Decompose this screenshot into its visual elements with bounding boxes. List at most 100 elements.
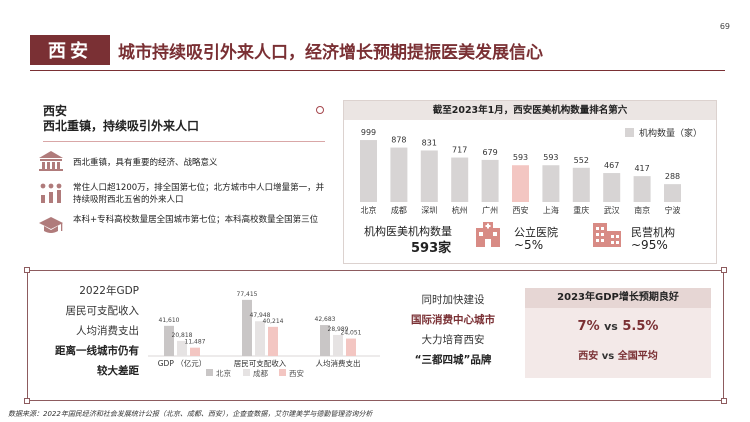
bar bbox=[420, 150, 438, 202]
rank-chart-panel bbox=[343, 100, 717, 264]
bar bbox=[633, 176, 651, 202]
category-label: 杭州 bbox=[452, 205, 468, 215]
bar bbox=[512, 165, 529, 202]
section-title-line2: 西北重镇，持续吸引外来人口 bbox=[43, 119, 200, 133]
data-label: 28,989 bbox=[328, 326, 349, 333]
data-label: 679 bbox=[482, 148, 497, 157]
bar bbox=[451, 157, 469, 202]
data-label: 288 bbox=[665, 172, 680, 181]
page-number: 69 bbox=[719, 22, 730, 31]
legend-label: 成都 bbox=[253, 368, 268, 378]
total-value: 593家 bbox=[411, 241, 452, 256]
building-icon bbox=[39, 151, 63, 171]
bullet-item: 西北重镇，具有重要的经济、战略意义 bbox=[38, 150, 331, 172]
income-label: 居民可支配收入 bbox=[65, 305, 140, 317]
bar bbox=[190, 347, 200, 356]
legend-label: 机构数量（家） bbox=[639, 127, 702, 139]
consumption-label: 人均消费支出 bbox=[76, 325, 139, 337]
gap-label-line1: 距离一线城市仍有 bbox=[55, 345, 139, 357]
bullet-item: 本科+专科高校数量居全国城市第七位；本科高校数量全国第三位 bbox=[38, 214, 331, 236]
panel-corner bbox=[24, 398, 30, 404]
private-clinic-value: ~95% bbox=[631, 238, 668, 252]
hospital-icon bbox=[476, 222, 500, 247]
data-label: 999 bbox=[361, 128, 376, 137]
rank-bar-chart: 机构数量（家） 999 北京 878 成都 831 深圳 717 杭州 679 广州 593 西安 593… bbox=[360, 127, 702, 215]
bullet-text: 西北重镇，具有重要的经济、战略意义 bbox=[73, 158, 218, 168]
section-title: 西安 西北重镇，持续吸引外来人口 bbox=[43, 104, 199, 134]
category-label: 深圳 bbox=[421, 205, 437, 215]
bar bbox=[390, 147, 408, 202]
category-label: 宁波 bbox=[665, 205, 681, 215]
national-growth-value: 5.5% bbox=[622, 319, 659, 334]
mid-text-line2: 国际消费中心城市 bbox=[411, 314, 495, 326]
public-hospital-value: ~5% bbox=[514, 238, 544, 252]
bullet-text: 常住人口超1200万，排全国第七位；北方城市中人口增量第一，并持续吸附西北五省的… bbox=[73, 183, 325, 205]
economy-panel bbox=[24, 267, 727, 404]
data-label: 467 bbox=[604, 161, 619, 170]
panel-corner bbox=[721, 398, 727, 404]
xian-growth-value: 7% bbox=[577, 319, 600, 334]
gdp-label: 2022年GDP bbox=[79, 285, 139, 297]
legend-swatch bbox=[243, 369, 250, 376]
bar bbox=[333, 334, 343, 356]
panel-corner bbox=[721, 267, 727, 273]
category-label: 人均消费支出 bbox=[316, 358, 361, 368]
legend-swatch bbox=[625, 128, 634, 137]
section-corner-mark bbox=[316, 106, 324, 114]
data-label: 20,818 bbox=[172, 332, 193, 339]
data-label: 40,214 bbox=[263, 318, 284, 325]
legend-label: 西安 bbox=[289, 368, 304, 378]
legend-swatch bbox=[279, 369, 286, 376]
gap-label-line2: 较大差距 bbox=[97, 365, 139, 377]
data-label: 552 bbox=[574, 156, 589, 165]
bar bbox=[360, 140, 377, 202]
mid-text-line3: 大力培育西安 bbox=[421, 334, 485, 346]
bar bbox=[164, 325, 174, 356]
bar bbox=[603, 173, 621, 202]
vs-text: vs bbox=[601, 351, 615, 362]
data-label: 831 bbox=[422, 138, 437, 147]
rank-chart-title: 截至2023年1月，西安医美机构数量排名第六 bbox=[344, 101, 716, 120]
data-label: 11,487 bbox=[185, 339, 206, 346]
bar bbox=[664, 184, 681, 202]
panel-corner bbox=[24, 267, 30, 273]
data-label: 77,415 bbox=[237, 291, 258, 298]
city-tag: 西安 bbox=[30, 35, 110, 65]
private-clinic-icon bbox=[593, 223, 621, 247]
private-clinic-label: 民营机构 bbox=[631, 226, 675, 239]
section-divider bbox=[43, 141, 325, 142]
data-source: 数据来源：2022年国民经济和社会发展统计公报（北京、成都、西安），企查查数据，… bbox=[8, 410, 373, 418]
data-label: 417 bbox=[634, 164, 649, 173]
bar bbox=[242, 299, 252, 356]
category-label: 成都 bbox=[391, 205, 407, 215]
public-hospital-label: 公立医院 bbox=[514, 226, 558, 239]
section-title-line1: 西安 bbox=[43, 104, 68, 118]
category-label: 北京 bbox=[361, 205, 377, 215]
xian-label: 西安 bbox=[578, 351, 599, 362]
category-label: 南京 bbox=[634, 205, 650, 215]
mid-text-line4: “三都四城”品牌 bbox=[414, 354, 492, 366]
gdp-forecast-values: 7% vs 5.5% bbox=[525, 319, 711, 334]
bar bbox=[177, 340, 187, 356]
bullet-text: 本科+专科高校数量居全国城市第七位；本科高校数量全国第三位 bbox=[73, 215, 319, 225]
data-label: 878 bbox=[391, 136, 406, 145]
category-label: 重庆 bbox=[573, 205, 589, 215]
legend-swatch bbox=[206, 369, 213, 376]
bar bbox=[542, 165, 560, 202]
legend-label: 北京 bbox=[216, 368, 231, 378]
bar bbox=[572, 167, 590, 202]
header-divider bbox=[30, 70, 725, 71]
mid-text-line1: 同时加快建设 bbox=[421, 294, 485, 306]
gdp-forecast-compare: 西安 vs 全国平均 bbox=[525, 347, 711, 362]
data-label: 24,051 bbox=[341, 330, 362, 337]
vs-text: vs bbox=[604, 320, 618, 333]
data-label: 47,948 bbox=[250, 312, 271, 319]
national-label: 全国平均 bbox=[617, 351, 658, 362]
bar bbox=[320, 325, 330, 356]
category-label: 居民可支配收入 bbox=[234, 358, 287, 368]
category-label: 广州 bbox=[482, 205, 498, 215]
bar bbox=[346, 338, 356, 356]
category-label: GDP （亿元） bbox=[158, 358, 207, 368]
gdp-forecast-title: 2023年GDP增长预期良好 bbox=[525, 288, 711, 308]
